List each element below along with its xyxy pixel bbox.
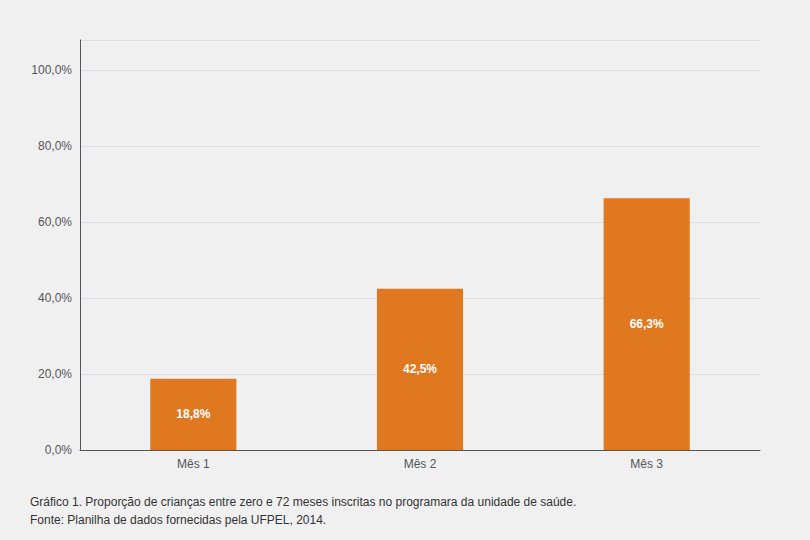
svg-text:80,0%: 80,0% [38,139,72,153]
svg-text:Mês 3: Mês 3 [630,457,663,471]
svg-text:66,3%: 66,3% [630,317,664,331]
svg-text:42,5%: 42,5% [403,362,437,376]
svg-text:Fonte: Planilha de dados forne: Fonte: Planilha de dados fornecidas pela… [30,513,326,527]
svg-text:0,0%: 0,0% [45,443,73,457]
svg-text:40,0%: 40,0% [38,291,72,305]
svg-text:100,0%: 100,0% [31,63,72,77]
svg-text:18,8%: 18,8% [176,407,210,421]
svg-text:60,0%: 60,0% [38,215,72,229]
svg-text:Mês 1: Mês 1 [177,457,210,471]
svg-text:20,0%: 20,0% [38,367,72,381]
svg-text:Mês 2: Mês 2 [404,457,437,471]
svg-text:Gráfico 1. Proporção de crianç: Gráfico 1. Proporção de crianças entre z… [30,495,576,509]
